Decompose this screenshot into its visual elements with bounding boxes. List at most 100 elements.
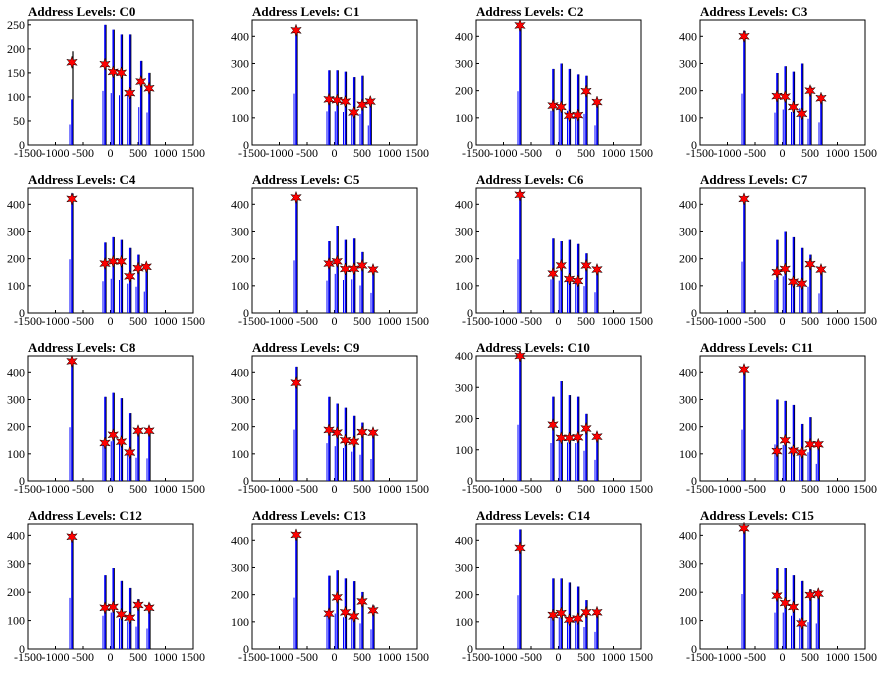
x-tick-label: -1500 xyxy=(238,314,266,328)
y-tick-label: 200 xyxy=(679,84,697,98)
x-tick-label: 1500 xyxy=(853,314,877,328)
x-tick-label: 500 xyxy=(801,146,819,160)
peak-star-marker xyxy=(323,92,335,107)
x-tick-label: -1500 xyxy=(686,482,714,496)
peak-star-marker xyxy=(99,436,111,450)
y-tick-label: 400 xyxy=(455,29,473,43)
peak-star-marker xyxy=(514,541,526,555)
x-tick-label: 1500 xyxy=(853,650,877,664)
peak-star-marker xyxy=(347,609,360,624)
panel-title: Address Levels: C6 xyxy=(476,172,584,187)
chart-panel: Address Levels: C12 -1500 -1000 -500 0 500 100… xyxy=(7,508,205,664)
peak-star-marker xyxy=(290,375,302,390)
panel-title: Address Levels: C4 xyxy=(28,172,136,187)
peak-star-marker xyxy=(779,262,792,276)
y-tick-label: 200 xyxy=(231,84,249,98)
axes-frame xyxy=(27,19,194,146)
x-tick-label: 0 xyxy=(108,482,114,496)
axes-frame xyxy=(699,19,866,146)
peak-star-marker xyxy=(290,528,302,542)
y-tick-label: 300 xyxy=(679,557,697,571)
peak-star-marker xyxy=(738,362,750,377)
y-tick-label: 200 xyxy=(7,42,25,56)
y-tick-label: 100 xyxy=(7,447,25,461)
y-tick-label: 100 xyxy=(7,614,25,628)
x-tick-label: -1000 xyxy=(714,314,742,328)
y-tick-label: 100 xyxy=(679,111,697,125)
y-tick-label: 300 xyxy=(231,560,249,574)
y-tick-label: 100 xyxy=(679,614,697,628)
y-tick-label: 300 xyxy=(455,560,473,574)
chart-panel: Address Levels: C15 -1500 -1000 -500 0 500 100… xyxy=(679,508,877,664)
y-tick-label: 400 xyxy=(455,349,473,363)
x-tick-label: -1000 xyxy=(490,314,518,328)
y-tick-label: 400 xyxy=(679,528,697,542)
x-tick-label: 500 xyxy=(353,314,371,328)
x-tick-label: -1500 xyxy=(14,146,42,160)
peak-star-marker xyxy=(115,254,128,269)
x-tick-label: -1000 xyxy=(266,482,294,496)
peak-star-marker xyxy=(115,607,128,622)
panel-title: Address Levels: C7 xyxy=(700,172,808,187)
peak-star-marker xyxy=(571,108,584,122)
peak-star-marker xyxy=(514,18,526,33)
peak-star-marker xyxy=(563,108,576,123)
y-tick-label: 400 xyxy=(455,197,473,211)
x-tick-label: 0 xyxy=(556,314,562,328)
x-tick-label: -1000 xyxy=(42,650,70,664)
y-tick-label: 400 xyxy=(679,365,697,379)
y-tick-label: 400 xyxy=(231,533,249,547)
peak-star-marker xyxy=(771,588,783,603)
peak-star-marker xyxy=(580,605,592,620)
x-tick-label: 1000 xyxy=(826,146,850,160)
panel-title: Address Levels: C14 xyxy=(476,508,590,523)
peak-star-marker xyxy=(66,192,78,206)
peak-star-marker xyxy=(795,616,808,631)
peak-star-marker xyxy=(787,100,800,114)
x-tick-label: -500 xyxy=(744,146,766,160)
peak-star-marker xyxy=(514,188,526,202)
chart-panel: Address Levels: C10 -1500 -1000 -500 0 500 100… xyxy=(455,340,653,496)
x-tick-label: 1000 xyxy=(602,146,626,160)
x-tick-label: -1000 xyxy=(266,314,294,328)
peak-star-marker xyxy=(580,84,592,98)
x-tick-label: 0 xyxy=(780,482,786,496)
x-tick-label: 0 xyxy=(556,482,562,496)
y-tick-label: 100 xyxy=(455,279,473,293)
y-tick-label: 200 xyxy=(679,585,697,599)
x-tick-label: 0 xyxy=(780,146,786,160)
chart-panel: Address Levels: C9-1500 -1000 -500 0 500 1000… xyxy=(231,340,429,496)
peak-star-marker xyxy=(771,89,783,103)
x-tick-label: -1000 xyxy=(266,650,294,664)
peak-star-marker xyxy=(580,258,592,273)
x-tick-label: 0 xyxy=(556,650,562,664)
x-tick-label: 1500 xyxy=(629,650,653,664)
peak-star-marker xyxy=(547,417,559,432)
y-tick-label: 200 xyxy=(455,84,473,98)
peak-star-marker xyxy=(555,431,568,445)
y-tick-label: 200 xyxy=(679,420,697,434)
peak-star-marker xyxy=(555,258,568,273)
peak-star-marker xyxy=(367,425,379,440)
y-tick-label: 300 xyxy=(7,224,25,238)
x-tick-label: -500 xyxy=(744,314,766,328)
x-tick-label: 1000 xyxy=(154,146,178,160)
panel-title: Address Levels: C11 xyxy=(700,340,813,355)
y-tick-label: 100 xyxy=(455,443,473,457)
x-tick-label: 0 xyxy=(780,314,786,328)
peak-star-marker xyxy=(779,433,792,448)
y-tick-label: 0 xyxy=(243,138,249,152)
x-tick-label: -500 xyxy=(72,146,94,160)
peak-star-marker xyxy=(331,254,344,269)
x-tick-label: 1500 xyxy=(405,650,429,664)
y-tick-label: 100 xyxy=(679,447,697,461)
peak-star-marker xyxy=(787,443,800,458)
peak-star-marker xyxy=(547,98,559,113)
peak-star-marker xyxy=(134,74,147,89)
x-tick-label: -1000 xyxy=(490,482,518,496)
x-tick-label: 1500 xyxy=(853,482,877,496)
x-tick-label: 0 xyxy=(108,146,114,160)
x-tick-label: -500 xyxy=(72,482,94,496)
y-tick-label: 100 xyxy=(7,90,25,104)
